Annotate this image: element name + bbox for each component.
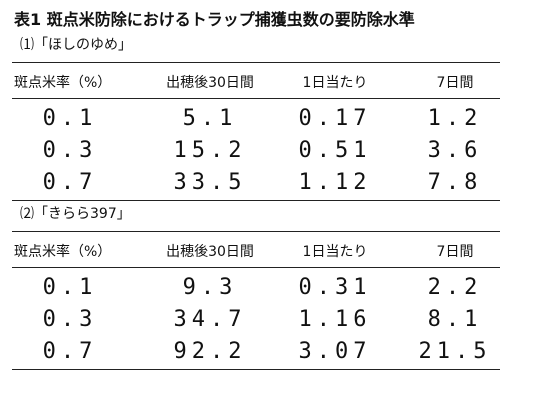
cell: 34.7 bbox=[173, 307, 247, 332]
cell: 0.3 bbox=[42, 307, 98, 332]
column-header: 出穂後30日間 bbox=[166, 75, 254, 91]
column-header: 1日当たり bbox=[302, 244, 368, 260]
cell: 1.12 bbox=[298, 170, 372, 195]
section-label: ⑴「ほしのゆめ」 bbox=[20, 37, 132, 53]
rule bbox=[12, 267, 500, 268]
cell: 0.7 bbox=[42, 339, 98, 364]
cell: 5.1 bbox=[182, 106, 238, 131]
cell: 0.7 bbox=[42, 170, 98, 195]
cell: 0.1 bbox=[42, 275, 98, 300]
column-header: 斑点米率（%） bbox=[14, 244, 112, 260]
rule bbox=[12, 98, 500, 99]
rule bbox=[12, 231, 500, 232]
title: 表1 斑点米防除におけるトラップ捕獲虫数の要防除水準 bbox=[14, 10, 415, 29]
section-label: ⑵「きらら397」 bbox=[20, 206, 131, 222]
cell: 8.1 bbox=[427, 307, 483, 332]
cell: 0.1 bbox=[42, 106, 98, 131]
cell: 9.3 bbox=[182, 275, 238, 300]
cell: 1.2 bbox=[427, 106, 483, 131]
cell: 21.5 bbox=[418, 339, 492, 364]
cell: 92.2 bbox=[173, 339, 247, 364]
rule bbox=[12, 62, 500, 63]
column-header: 1日当たり bbox=[302, 75, 368, 91]
cell: 3.6 bbox=[427, 138, 483, 163]
cell: 0.31 bbox=[298, 275, 372, 300]
column-header: 出穂後30日間 bbox=[166, 244, 254, 260]
cell: 33.5 bbox=[173, 170, 247, 195]
rule bbox=[12, 200, 500, 201]
column-header: 斑点米率（%） bbox=[14, 75, 112, 91]
cell: 0.3 bbox=[42, 138, 98, 163]
cell: 0.51 bbox=[298, 138, 372, 163]
cell: 3.07 bbox=[298, 339, 372, 364]
rule bbox=[12, 369, 500, 370]
column-header: 7日間 bbox=[436, 244, 474, 260]
column-header: 7日間 bbox=[436, 75, 474, 91]
cell: 15.2 bbox=[173, 138, 247, 163]
cell: 7.8 bbox=[427, 170, 483, 195]
cell: 2.2 bbox=[427, 275, 483, 300]
cell: 0.17 bbox=[298, 106, 372, 131]
cell: 1.16 bbox=[298, 307, 372, 332]
